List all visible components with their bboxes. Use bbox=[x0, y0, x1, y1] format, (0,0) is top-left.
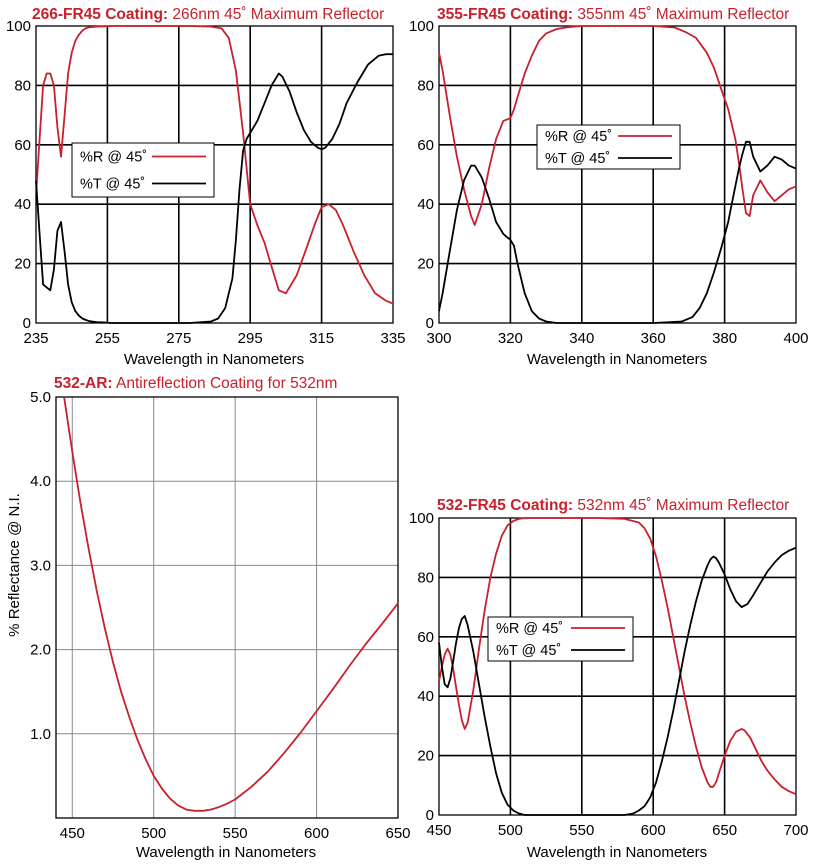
reflectance-curve bbox=[438, 517, 797, 796]
chart-266-legend: %R @ 45˚ %T @ 45˚ bbox=[71, 142, 215, 198]
x-tick-label: 600 bbox=[641, 822, 666, 839]
reflectance-curve bbox=[63, 396, 399, 812]
x-tick-label: 340 bbox=[569, 330, 594, 347]
chart-532ar-ylabel: % Reflectance @ N.I. bbox=[6, 493, 23, 637]
y-tick-label: 80 bbox=[417, 77, 434, 94]
chart-532ar-title: 532-AR: Antireflection Coating for 532nm bbox=[54, 375, 337, 392]
y-tick-label: 4.0 bbox=[30, 473, 51, 490]
y-tick-label: 100 bbox=[6, 18, 31, 35]
chart-355-title: 355-FR45 Coating: 355nm 45˚ Maximum Refl… bbox=[437, 6, 789, 23]
plot-frame bbox=[55, 396, 399, 819]
legend-label: %T @ 45˚ bbox=[80, 177, 145, 193]
chart-266-fr45: 266-FR45 Coating: 266nm 45˚ Maximum Refl… bbox=[6, 6, 406, 368]
plot-frame bbox=[35, 25, 394, 324]
chart-355-xlabel: Wavelength in Nanometers bbox=[527, 351, 707, 368]
transmittance-curve bbox=[438, 140, 797, 324]
y-tick-label: 40 bbox=[417, 688, 434, 705]
chart-532fr-xlabel: Wavelength in Nanometers bbox=[527, 844, 707, 861]
x-tick-label: 500 bbox=[498, 822, 523, 839]
x-tick-label: 550 bbox=[223, 825, 248, 842]
x-tick-label: 600 bbox=[304, 825, 329, 842]
x-tick-label: 700 bbox=[783, 822, 808, 839]
y-tick-label: 100 bbox=[409, 18, 434, 35]
chart-266-title: 266-FR45 Coating: 266nm 45˚ Maximum Refl… bbox=[32, 6, 384, 23]
chart-355-legend: %R @ 45˚ %T @ 45˚ bbox=[536, 124, 681, 170]
y-tick-label: 3.0 bbox=[30, 557, 51, 574]
chart-266-plot: 235 255 275 295 315 335 0 20 40 60 80 100 bbox=[6, 18, 406, 347]
y-tick-label: 60 bbox=[417, 137, 434, 154]
legend-label: %R @ 45˚ bbox=[80, 150, 147, 166]
y-tick-label: 40 bbox=[417, 196, 434, 213]
y-tick-label: 40 bbox=[14, 196, 31, 213]
y-tick-label: 0 bbox=[426, 315, 434, 332]
reflectance-curve bbox=[35, 25, 394, 305]
y-tick-label: 0 bbox=[426, 807, 434, 824]
x-tick-label: 450 bbox=[426, 822, 451, 839]
chart-532ar-xlabel: Wavelength in Nanometers bbox=[136, 844, 316, 861]
y-tick-label: 1.0 bbox=[30, 726, 51, 743]
plot-frame bbox=[438, 517, 797, 816]
chart-532fr-title: 532-FR45 Coating: 532nm 45˚ Maximum Refl… bbox=[437, 497, 789, 514]
legend-box bbox=[536, 124, 681, 170]
chart-266-xlabel: Wavelength in Nanometers bbox=[124, 351, 304, 368]
y-tick-label: 20 bbox=[14, 256, 31, 273]
y-tick-label: 100 bbox=[409, 510, 434, 527]
x-tick-label: 335 bbox=[380, 330, 405, 347]
x-tick-label: 650 bbox=[712, 822, 737, 839]
legend-box bbox=[487, 616, 634, 662]
x-tick-label: 500 bbox=[141, 825, 166, 842]
x-tick-label: 650 bbox=[385, 825, 410, 842]
legend-label: %T @ 45˚ bbox=[545, 151, 610, 167]
x-tick-label: 300 bbox=[426, 330, 451, 347]
x-tick-label: 275 bbox=[166, 330, 191, 347]
x-tick-label: 235 bbox=[23, 330, 48, 347]
y-tick-label: 0 bbox=[23, 315, 31, 332]
legend-label: %T @ 45˚ bbox=[496, 643, 561, 659]
chart-532fr-plot: 450 500 550 600 650 700 0 20 40 60 80 100 bbox=[409, 510, 809, 839]
chart-532fr-legend: %R @ 45˚ %T @ 45˚ bbox=[487, 616, 634, 662]
x-tick-label: 320 bbox=[498, 330, 523, 347]
y-tick-label: 5.0 bbox=[30, 389, 51, 406]
reflectance-curve bbox=[438, 25, 797, 226]
x-tick-label: 450 bbox=[60, 825, 85, 842]
chart-532-ar: 532-AR: Antireflection Coating for 532nm… bbox=[6, 375, 411, 861]
y-tick-label: 20 bbox=[417, 256, 434, 273]
chart-532ar-plot: 450 500 550 600 650 1.0 2.0 3.0 4.0 5.0 bbox=[30, 389, 410, 842]
y-tick-label: 60 bbox=[14, 137, 31, 154]
x-tick-label: 255 bbox=[95, 330, 120, 347]
x-tick-label: 550 bbox=[569, 822, 594, 839]
x-tick-label: 380 bbox=[712, 330, 737, 347]
transmittance-curve bbox=[438, 546, 797, 816]
y-tick-label: 2.0 bbox=[30, 642, 51, 659]
legend-label: %R @ 45˚ bbox=[545, 129, 612, 145]
legend-label: %R @ 45˚ bbox=[496, 621, 563, 637]
y-tick-label: 80 bbox=[417, 569, 434, 586]
y-tick-label: 60 bbox=[417, 629, 434, 646]
transmittance-curve bbox=[35, 53, 393, 324]
legend-box bbox=[71, 142, 215, 198]
chart-355-fr45: 355-FR45 Coating: 355nm 45˚ Maximum Refl… bbox=[409, 6, 809, 368]
chart-355-plot: 300 320 340 360 380 400 0 20 40 60 80 100 bbox=[409, 18, 809, 347]
y-tick-label: 20 bbox=[417, 748, 434, 765]
x-tick-label: 295 bbox=[238, 330, 263, 347]
x-tick-label: 360 bbox=[641, 330, 666, 347]
y-tick-label: 80 bbox=[14, 77, 31, 94]
plot-frame bbox=[438, 25, 797, 324]
chart-532-fr45: 532-FR45 Coating: 532nm 45˚ Maximum Refl… bbox=[409, 497, 809, 861]
x-tick-label: 315 bbox=[309, 330, 334, 347]
x-tick-label: 400 bbox=[783, 330, 808, 347]
